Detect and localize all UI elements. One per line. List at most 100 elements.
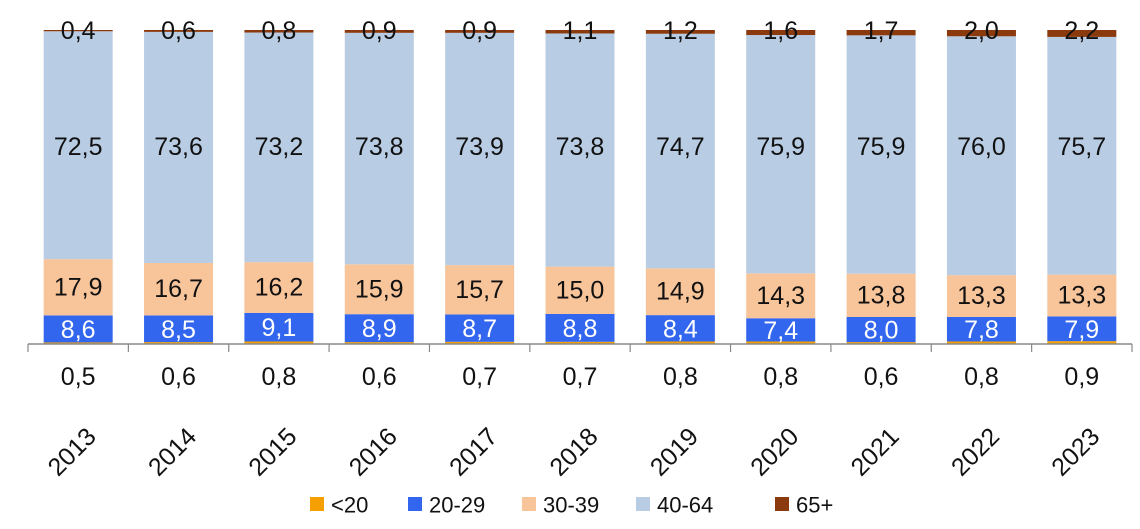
data-label-lt20-2016: 0,6 [362,363,397,391]
legend-swatch-30-39 [522,497,536,511]
data-label-65plus-2017: 0,9 [462,17,497,45]
bar-segment-20-29-2019 [645,315,715,342]
bar-segment-30-39-2015 [244,262,314,313]
bar-segment-40-64-2021 [846,35,916,274]
x-tick-label-2019: 2019 [645,422,704,481]
legend-swatch-40-64 [636,497,650,511]
x-axis-ticks [27,344,1133,352]
data-label-30-39-2019: 14,9 [656,278,705,306]
bar-segment-lt20-2023 [1047,341,1117,344]
data-label-lt20-2013: 0,5 [61,363,96,391]
bar-segment-30-39-2021 [846,273,916,317]
data-label-30-39-2017: 15,7 [455,276,504,304]
bar-segment-65plus-2020 [746,30,816,36]
bar-segment-20-29-2014 [144,315,214,343]
data-label-30-39-2022: 13,3 [957,282,1006,310]
bar-segment-lt20-2016 [344,342,414,344]
bar-segment-40-64-2018 [545,33,615,267]
bar-segment-40-64-2016 [344,32,414,265]
bar-segment-65plus-2013 [43,30,113,32]
x-tick-label-2014: 2014 [143,422,202,481]
legend-item-lt20: <20 [310,493,368,518]
x-tick-label-2022: 2022 [946,422,1005,481]
x-tick-label-2013: 2013 [43,422,102,481]
data-label-40-64-2022: 76,0 [957,133,1006,161]
bar-segment-65plus-2021 [846,30,916,36]
legend-label-65plus: 65+ [796,493,833,518]
data-label-lt20-2019: 0,8 [663,363,698,391]
legend-item-30-39: 30-39 [522,493,599,518]
bar-segment-20-29-2020 [746,318,816,342]
data-label-65plus-2015: 0,8 [262,17,297,45]
legend-item-40-64: 40-64 [636,493,713,518]
data-label-lt20-2022: 0,8 [964,363,999,391]
data-label-20-29-2014: 8,5 [161,316,196,344]
data-label-lt20-2021: 0,6 [864,363,899,391]
data-label-20-29-2021: 8,0 [864,317,899,345]
legend: <20 20-29 30-39 40-64 65+ [310,493,833,518]
bar-segment-lt20-2018 [545,341,615,344]
bar-segment-lt20-2021 [846,342,916,344]
legend-label-30-39: 30-39 [543,493,599,518]
bar-segment-30-39-2016 [344,264,414,315]
data-labels-layer: 0,5 8,6 17,9 72,5 0,4 0,6 8,5 16,7 73,6 0,6 0,8 9,1… [54,17,1106,391]
x-tick-label-2020: 2020 [745,422,804,481]
x-tick-label-2023: 2023 [1046,422,1105,481]
data-label-lt20-2023: 0,9 [1064,363,1099,391]
bar-segment-30-39-2023 [1047,274,1117,317]
data-label-65plus-2023: 2,2 [1064,17,1099,45]
data-label-20-29-2023: 7,9 [1064,316,1099,344]
bar-segment-30-39-2019 [645,268,715,316]
bars-layer [43,30,1117,344]
bar-segment-65plus-2023 [1047,30,1117,37]
data-label-40-64-2017: 73,9 [455,133,504,161]
data-label-40-64-2018: 73,8 [556,133,605,161]
data-label-65plus-2021: 1,7 [864,17,899,45]
data-label-30-39-2015: 16,2 [255,274,304,302]
bar-segment-20-29-2013 [43,315,113,343]
x-tick-label-2016: 2016 [344,422,403,481]
data-label-lt20-2018: 0,7 [563,363,598,391]
bar-segment-40-64-2017 [445,32,515,266]
data-label-40-64-2013: 72,5 [54,133,103,161]
data-label-30-39-2020: 14,3 [756,282,805,310]
legend-label-lt20: <20 [331,493,368,518]
bar-segment-65plus-2022 [946,30,1016,37]
data-label-30-39-2023: 13,3 [1057,281,1106,309]
bar-segment-20-29-2023 [1047,316,1117,342]
data-label-lt20-2017: 0,7 [462,363,497,391]
bar-segment-lt20-2020 [746,341,816,344]
bar-segment-40-64-2019 [645,33,715,269]
bar-segment-20-29-2021 [846,316,916,343]
legend-label-20-29: 20-29 [429,493,485,518]
data-label-20-29-2017: 8,7 [462,315,497,343]
x-tick-label-2021: 2021 [846,422,905,481]
bar-segment-30-39-2022 [946,275,1016,317]
bar-segment-40-64-2013 [43,31,113,260]
bar-segment-20-29-2016 [344,314,414,343]
bar-segment-65plus-2015 [244,30,314,33]
data-label-65plus-2019: 1,2 [663,17,698,45]
data-label-65plus-2020: 1,6 [763,17,798,45]
legend-item-65plus: 65+ [775,493,833,518]
bar-segment-lt20-2013 [43,342,113,344]
data-label-20-29-2019: 8,4 [663,315,698,343]
x-tick-labels: 2013 2014 2015 2016 2017 2018 2019 2020 2021 2022… [43,422,1106,481]
bar-segment-40-64-2015 [244,32,314,263]
bar-segment-20-29-2017 [445,314,515,342]
data-label-20-29-2022: 7,8 [964,316,999,344]
data-label-lt20-2020: 0,8 [763,363,798,391]
data-label-65plus-2013: 0,4 [61,17,96,45]
data-label-40-64-2020: 75,9 [756,133,805,161]
bar-segment-lt20-2017 [445,341,515,344]
legend-swatch-20-29 [408,497,422,511]
bar-segment-30-39-2020 [746,273,816,319]
bar-segment-40-64-2023 [1047,36,1117,275]
bar-segment-20-29-2018 [545,313,615,342]
data-label-40-64-2021: 75,9 [857,133,906,161]
data-label-30-39-2018: 15,0 [556,276,605,304]
data-label-20-29-2020: 7,4 [763,317,798,345]
bar-segment-lt20-2022 [946,341,1016,344]
data-label-30-39-2016: 15,9 [355,275,404,303]
